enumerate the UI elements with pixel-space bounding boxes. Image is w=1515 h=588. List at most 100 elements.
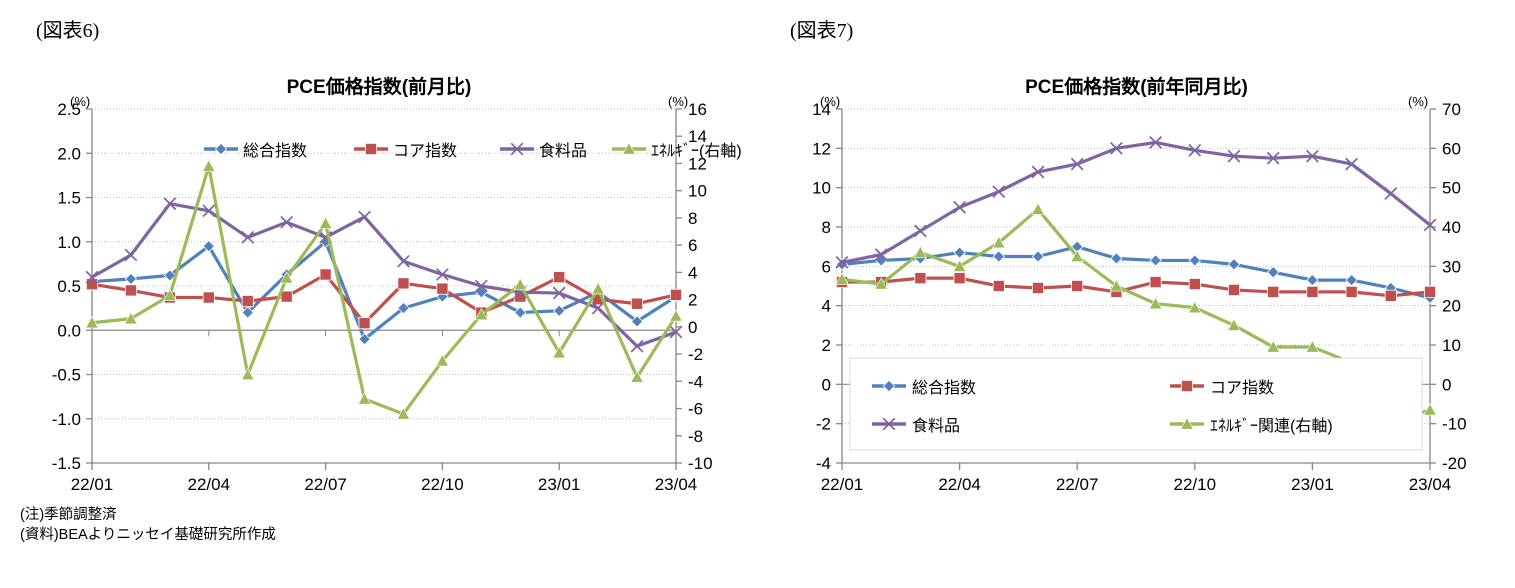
left-axis-tick-label: 6 [822, 257, 831, 276]
data-point-x [397, 254, 410, 268]
diamond-marker-icon [630, 315, 644, 328]
left-axis-unit-pce-mom: (%) [70, 94, 91, 109]
data-point-square [1384, 289, 1397, 302]
x-axis-tick-label: 22/04 [938, 475, 981, 494]
left-axis-tick-label: 1.0 [57, 233, 81, 252]
diamond-marker-icon [1188, 254, 1201, 267]
data-point-triangle [1305, 340, 1320, 353]
x-marker-icon [1384, 187, 1398, 200]
series-2 [836, 272, 1437, 302]
triangle-marker-icon [1227, 318, 1241, 331]
data-point-x [85, 270, 99, 284]
data-point-square [1227, 283, 1240, 296]
left-axis-tick-label: 2.5 [57, 100, 81, 119]
data-point-triangle [435, 354, 450, 367]
x-marker-icon [358, 210, 371, 224]
triangle-marker-icon [279, 271, 294, 284]
x-axis-tick-label: 23/04 [1409, 475, 1452, 494]
square-marker-icon [992, 279, 1005, 292]
data-point-square [1188, 278, 1201, 291]
left-axis-tick-label: 1.5 [57, 189, 81, 208]
x-marker-icon [591, 301, 605, 315]
x-marker-icon [992, 185, 1006, 199]
right-axis-tick-label: -4 [688, 372, 703, 391]
data-point-diamond [397, 301, 410, 315]
series-line [90, 164, 678, 416]
x-axis-tick-label: 22/04 [188, 475, 231, 494]
diamond-marker-icon [1110, 252, 1123, 265]
data-point-x [241, 230, 255, 244]
figure-number-7: (図表7) [790, 20, 854, 42]
data-point-x [1227, 149, 1241, 163]
data-point-square [319, 268, 332, 281]
data-point-diamond [882, 379, 896, 393]
data-point-triangle [835, 272, 849, 285]
x-marker-icon [835, 255, 849, 269]
triangle-marker-icon [992, 235, 1006, 249]
right-axis-tick-label: 0 [1442, 375, 1451, 394]
data-point-square [358, 317, 371, 330]
diamond-marker-icon [953, 246, 966, 259]
right-axis-tick-label: 12 [688, 154, 707, 173]
data-point-square [397, 277, 410, 290]
data-point-x [835, 255, 849, 269]
triangle-marker-icon [1305, 340, 1320, 353]
square-marker-icon [1149, 276, 1162, 289]
diamond-marker-icon [1031, 250, 1045, 263]
diamond-marker-icon [241, 306, 254, 319]
right-axis-tick-label: 50 [1442, 179, 1461, 198]
x-axis-tick-label: 22/10 [421, 475, 464, 494]
triangle-marker-icon [669, 309, 683, 322]
x-marker-icon [882, 417, 896, 431]
square-marker-icon [1031, 281, 1044, 294]
data-point-triangle [1148, 296, 1163, 310]
data-point-square [1180, 379, 1193, 392]
data-point-diamond [1149, 254, 1162, 267]
series-line [90, 202, 678, 348]
data-point-triangle [241, 367, 255, 380]
right-axis-tick-label: 0 [688, 318, 697, 337]
right-axis-tick-label: -2 [688, 345, 703, 364]
left-axis-tick-label: -2 [816, 415, 831, 434]
square-marker-icon [397, 277, 410, 290]
square-marker-icon [670, 288, 683, 301]
left-axis-tick-label: 12 [812, 139, 831, 158]
right-axis-tick-label: -20 [1442, 454, 1467, 473]
square-marker-icon [1267, 285, 1280, 298]
chart-legend: 総合指数 コア指数 食料品 ｴﾈﾙｷﾞｰ(右軸) [204, 142, 742, 160]
data-point-x [1070, 157, 1084, 171]
data-point-x [1266, 151, 1280, 165]
square-marker-icon [1071, 279, 1084, 292]
triangle-marker-icon [163, 288, 177, 302]
data-point-diamond [241, 306, 254, 319]
triangle-marker-icon [913, 245, 928, 259]
right-axis-tick-label: 6 [688, 236, 697, 255]
data-point-square [631, 297, 644, 310]
square-marker-icon [1306, 285, 1319, 298]
x-marker-icon [874, 248, 888, 261]
triangle-marker-icon [85, 315, 99, 329]
note-source-6: (資料)BEAよりニッセイ基礎研究所作成 [20, 527, 276, 543]
square-marker-icon [1188, 278, 1201, 291]
data-point-triangle [85, 315, 99, 329]
data-point-triangle [1031, 202, 1045, 215]
x-marker-icon [241, 230, 255, 244]
right-axis-tick-label: 60 [1442, 139, 1461, 158]
data-point-square [1424, 285, 1437, 298]
data-point-x [202, 204, 216, 218]
data-point-diamond [202, 240, 215, 253]
series-4 [85, 159, 683, 420]
data-point-square [280, 290, 293, 303]
data-point-triangle [952, 259, 967, 272]
figure-6-notes: (注)季節調整済 (資料)BEAよりニッセイ基礎研究所作成 [20, 505, 276, 545]
diamond-marker-icon [1149, 254, 1162, 267]
data-point-diamond [992, 250, 1005, 263]
x-marker-icon [1149, 136, 1163, 149]
data-point-diamond [1345, 273, 1358, 287]
square-marker-icon [124, 284, 137, 297]
data-point-x [474, 279, 488, 293]
data-point-square [1031, 281, 1044, 294]
left-axis-tick-label: -0.5 [52, 366, 81, 385]
x-marker-icon [1423, 218, 1437, 232]
